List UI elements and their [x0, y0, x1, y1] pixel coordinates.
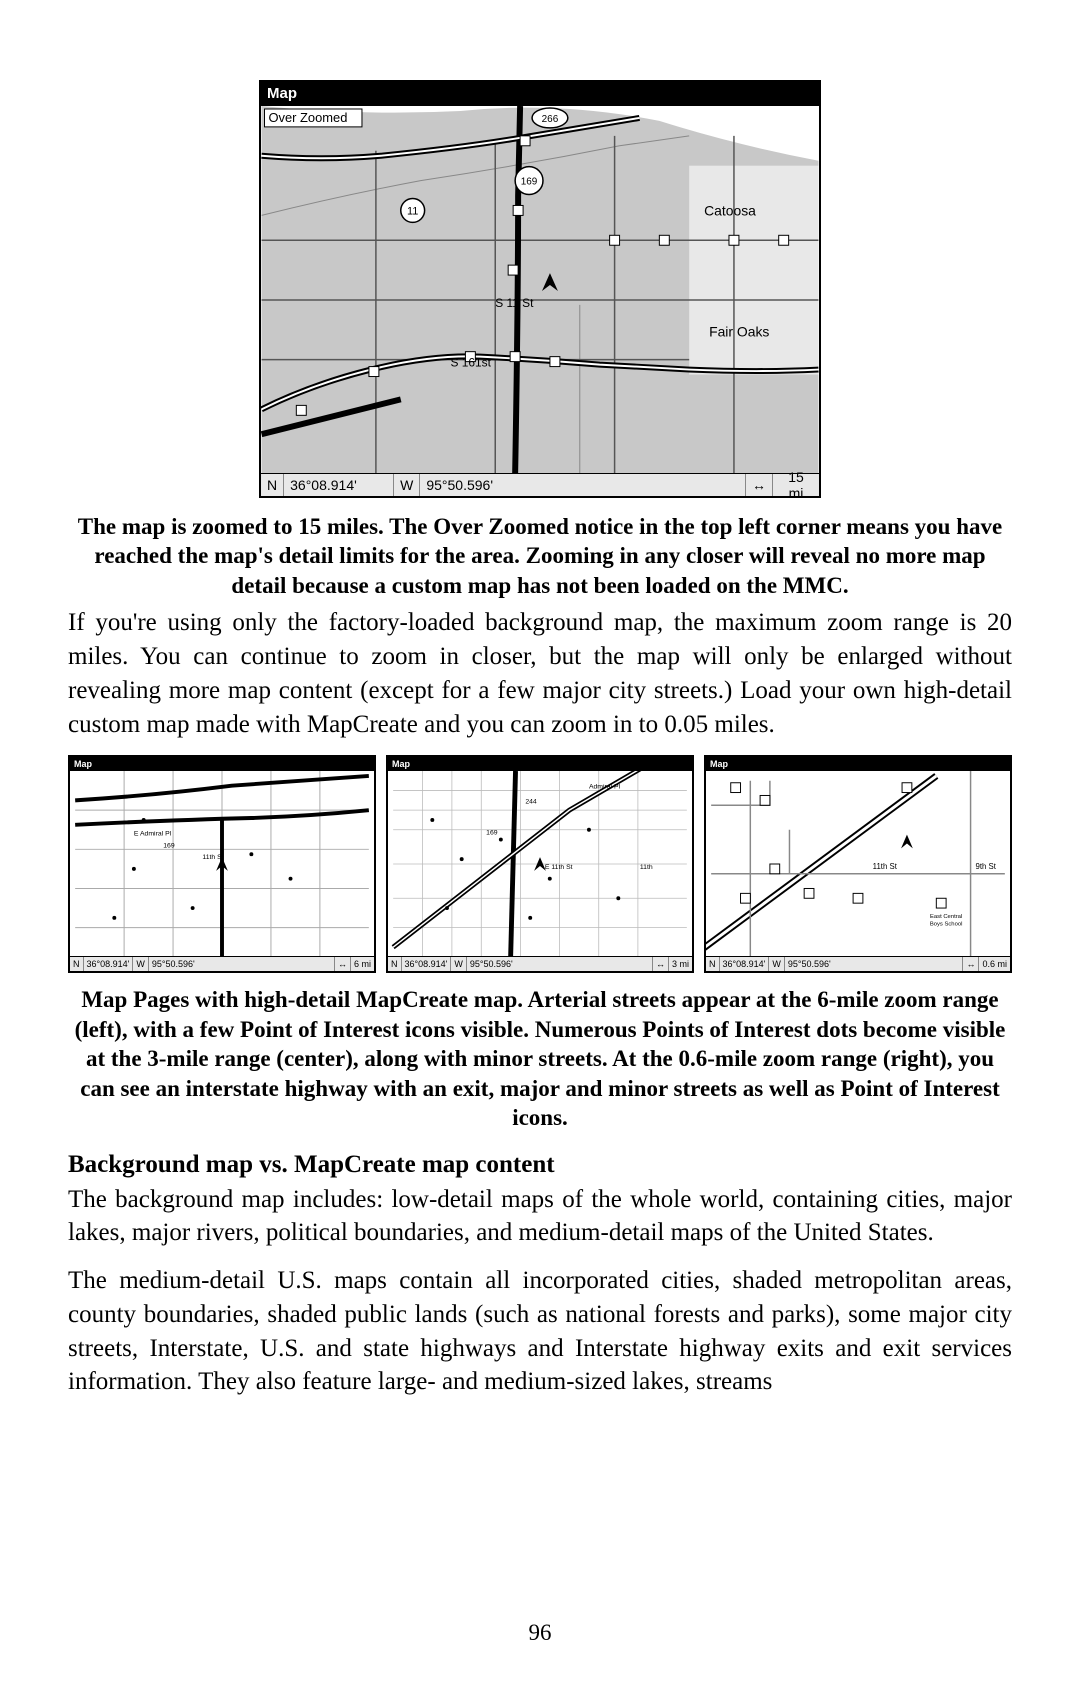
small-map-6mi: Map: [68, 755, 376, 973]
small-status-bar: N 36°08.914' W 95°50.596' ↔ 6 mi: [70, 956, 374, 971]
over-zoomed-label: Over Zoomed: [268, 110, 347, 125]
scale-arrow-icon: ↔: [963, 957, 979, 971]
body-paragraph-3: The medium-detail U.S. maps contain all …: [68, 1264, 1012, 1399]
figure-caption-2: Map Pages with high-detail MapCreate map…: [68, 985, 1012, 1132]
small-map-06mi: Map: [704, 755, 1012, 973]
scale-arrow-icon: ↔: [746, 474, 773, 496]
section-heading: Background map vs. MapCreate map content: [68, 1151, 1012, 1179]
status-n: N: [261, 474, 284, 496]
svg-text:Boys School: Boys School: [930, 922, 963, 928]
svg-text:Admiral Pl: Admiral Pl: [589, 784, 621, 791]
svg-text:E 11th St: E 11th St: [545, 864, 573, 871]
svg-text:9th St: 9th St: [975, 862, 996, 871]
s-161st-label: S 161st: [450, 356, 491, 370]
map-status-bar: N 36°08.914' W 95°50.596' ↔ 15 mi: [261, 473, 819, 496]
svg-text:169: 169: [486, 830, 498, 837]
small-map-title: Map: [388, 757, 692, 771]
figure-caption-1: The map is zoomed to 15 miles. The Over …: [68, 512, 1012, 600]
page-number: 96: [0, 1620, 1080, 1646]
map-svg: 11 169 266 Catoosa Fair Oaks S 11 St S 1…: [261, 106, 819, 474]
status-w: W: [394, 474, 420, 496]
svg-text:169: 169: [163, 843, 175, 850]
scale-arrow-icon: ↔: [653, 957, 669, 971]
svg-text:11th St: 11th St: [202, 854, 223, 861]
svg-text:E Admiral Pl: E Admiral Pl: [134, 831, 172, 838]
map-title-bar: Map: [261, 82, 819, 106]
catoosa-label: Catoosa: [704, 202, 756, 218]
body-paragraph-2: The background map includes: low-detail …: [68, 1183, 1012, 1251]
fair-oaks-label: Fair Oaks: [709, 324, 769, 340]
s-11-st-label: S 11 St: [495, 296, 534, 310]
svg-text:11th: 11th: [640, 864, 653, 871]
svg-text:244: 244: [525, 799, 537, 806]
small-map-title: Map: [70, 757, 374, 771]
hwy-266-label: 266: [542, 114, 559, 125]
small-status-bar: N 36°08.914' W 95°50.596' ↔ 0.6 mi: [706, 956, 1010, 971]
small-map-canvas: E Admiral Pl 11th St 169: [70, 771, 374, 957]
scale-arrow-icon: ↔: [335, 957, 351, 971]
small-map-canvas: 11th St 9th St East Central Boys School: [706, 771, 1010, 957]
hwy-11-label: 11: [407, 205, 418, 217]
main-map-screenshot: Map: [259, 80, 821, 498]
small-maps-row: Map: [68, 755, 1012, 973]
small-map-3mi: Map: [386, 755, 694, 973]
main-map-figure: Map: [68, 80, 1012, 498]
small-map-canvas: Admiral Pl E 11th St 11th 244 169: [388, 771, 692, 957]
status-lon: 95°50.596': [420, 474, 746, 496]
hwy-169-label: 169: [521, 177, 538, 188]
status-scale: 15 mi: [773, 474, 819, 496]
document-page: Map: [0, 0, 1080, 1682]
small-status-bar: N 36°08.914' W 95°50.596' ↔ 3 mi: [388, 956, 692, 971]
body-paragraph-1: If you're using only the factory-loaded …: [68, 606, 1012, 741]
svg-text:11th St: 11th St: [873, 862, 898, 871]
small-map-title: Map: [706, 757, 1010, 771]
svg-text:East Central: East Central: [930, 914, 962, 920]
status-lat: 36°08.914': [284, 474, 394, 496]
map-canvas: 11 169 266 Catoosa Fair Oaks S 11 St S 1…: [261, 106, 819, 474]
